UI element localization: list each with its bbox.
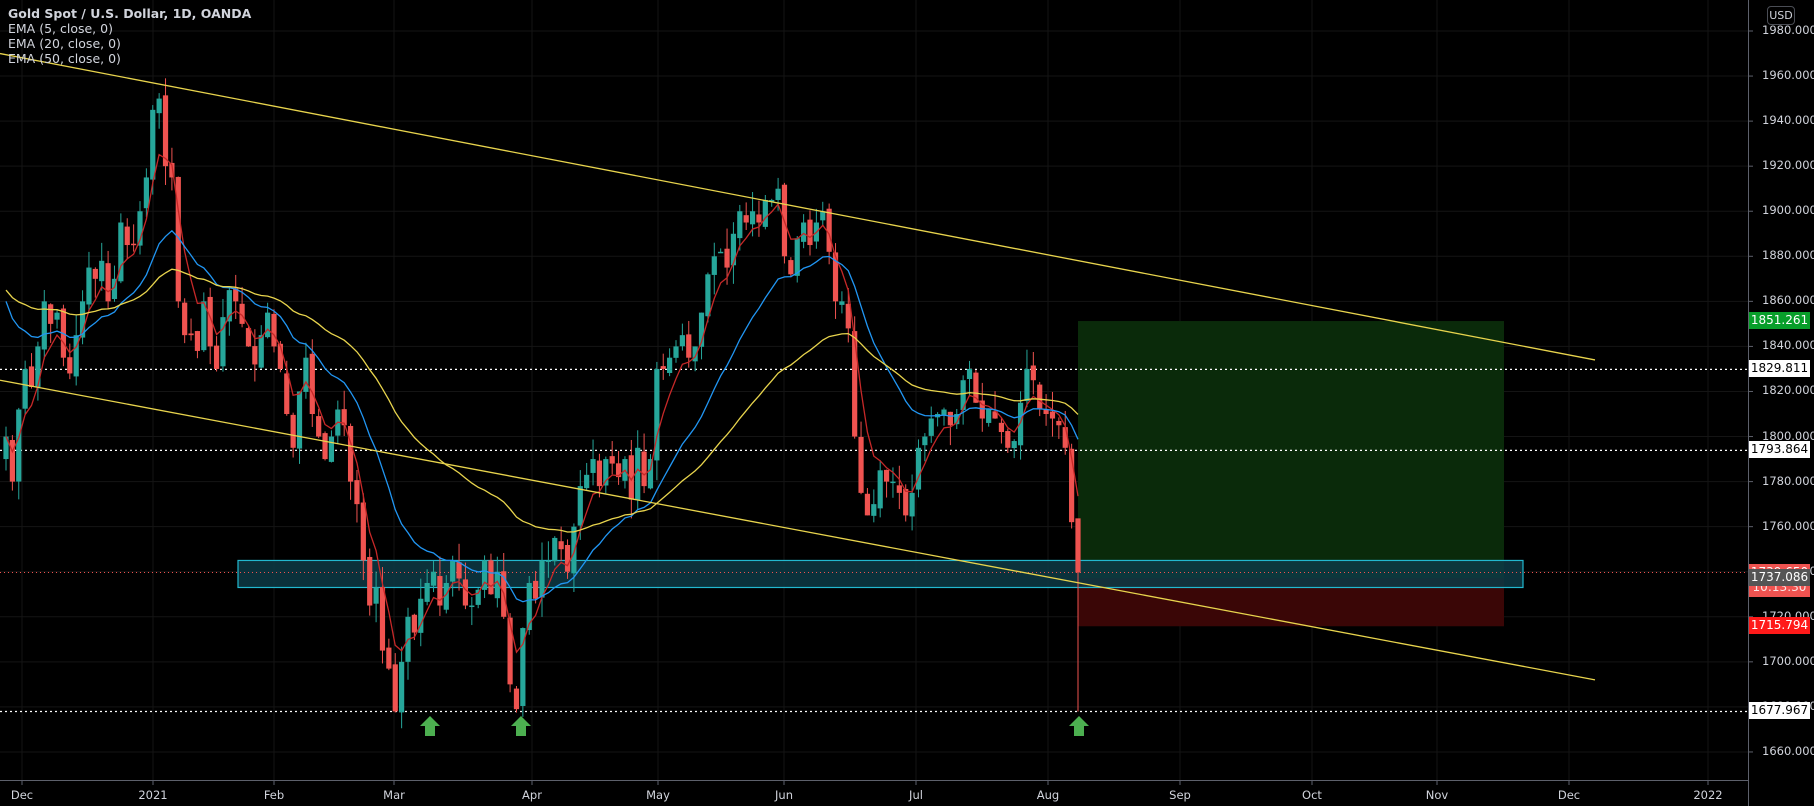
price-label: 1677.967	[1749, 702, 1810, 720]
time-tick: Sep	[1169, 788, 1191, 802]
time-tick: Jun	[775, 788, 793, 802]
price-tick: 1820.000	[1762, 383, 1814, 398]
time-tick: Dec	[1557, 788, 1581, 802]
time-tick: Jul	[909, 788, 923, 802]
profit-zone[interactable]	[1078, 321, 1504, 579]
price-tick: 1920.000	[1762, 158, 1814, 173]
price-tick: 1780.000	[1762, 473, 1814, 488]
time-tick: Mar	[383, 788, 405, 802]
time-tick: 2021	[138, 788, 168, 802]
time-tick: Apr	[522, 788, 542, 802]
price-label: 1829.811	[1749, 360, 1810, 378]
chart-legend: Gold Spot / U.S. Dollar, 1D, OANDA EMA (…	[8, 6, 251, 66]
upper-trendline[interactable]	[0, 52, 1596, 361]
ema20-line[interactable]	[5, 229, 1079, 603]
time-tick: Dec	[10, 788, 34, 802]
time-tick: Nov	[1425, 788, 1449, 802]
ema5-line[interactable]	[5, 153, 1079, 654]
symbol-title[interactable]: Gold Spot / U.S. Dollar, 1D, OANDA	[8, 6, 252, 21]
ema20-legend[interactable]: EMA (20, close, 0)	[8, 36, 121, 51]
price-tick: 1660.000	[1762, 743, 1814, 758]
price-tick: 1760.000	[1762, 518, 1814, 533]
ema5-legend[interactable]: EMA (5, close, 0)	[8, 21, 113, 36]
ema50-line[interactable]	[5, 268, 1079, 533]
time-tick: May	[646, 788, 670, 802]
arrow-up-icon[interactable]	[420, 716, 440, 736]
price-label: 1851.261	[1749, 312, 1810, 330]
price-label: 1715.794	[1749, 617, 1810, 635]
support-zone[interactable]	[237, 559, 1524, 589]
lower-trendline[interactable]	[0, 379, 1596, 681]
price-label: 1737.086	[1749, 569, 1810, 587]
time-tick: 2022	[1693, 788, 1723, 802]
price-tick: 1960.000	[1762, 68, 1814, 83]
candles	[3, 78, 1081, 729]
currency-button[interactable]: USD	[1767, 6, 1795, 25]
price-tick: 1940.000	[1762, 113, 1814, 128]
price-tick: 1980.000	[1762, 23, 1814, 37]
price-tick: 1900.000	[1762, 203, 1814, 218]
price-tick: 1860.000	[1762, 293, 1814, 308]
price-tick: 1840.000	[1762, 338, 1814, 353]
arrow-up-icon[interactable]	[1069, 716, 1089, 736]
arrow-up-icon[interactable]	[511, 716, 531, 736]
price-tick: 1880.000	[1762, 248, 1814, 263]
time-tick: Oct	[1302, 788, 1322, 802]
price-tick: 1700.000	[1762, 653, 1814, 668]
price-label: 1793.864	[1749, 441, 1810, 459]
time-tick: Aug	[1036, 788, 1060, 802]
ema50-legend[interactable]: EMA (50, close, 0)	[8, 51, 121, 66]
price-tick: 1800.000	[1762, 428, 1814, 443]
time-tick: Feb	[263, 788, 285, 802]
